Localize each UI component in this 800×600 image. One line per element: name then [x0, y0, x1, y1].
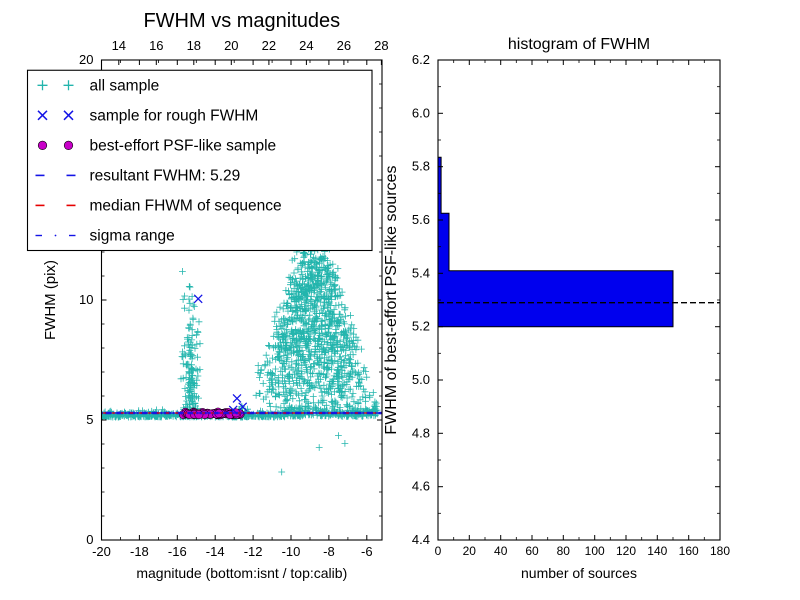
svg-text:sigma range: sigma range — [90, 228, 175, 245]
svg-text:-12: -12 — [244, 544, 263, 559]
svg-text:20: 20 — [79, 52, 93, 67]
svg-text:22: 22 — [262, 38, 276, 53]
svg-text:24: 24 — [299, 38, 313, 53]
svg-text:FWHM of best-effort PSF-like s: FWHM of best-effort PSF-like sources — [383, 165, 400, 434]
svg-text:26: 26 — [337, 38, 351, 53]
svg-text:160: 160 — [679, 544, 699, 558]
svg-text:6.0: 6.0 — [412, 105, 430, 120]
svg-text:median FHWM of sequence: median FHWM of sequence — [90, 197, 282, 214]
svg-text:4.4: 4.4 — [412, 532, 430, 547]
svg-text:60: 60 — [525, 544, 539, 558]
svg-text:5.6: 5.6 — [412, 212, 430, 227]
svg-text:-16: -16 — [168, 544, 187, 559]
svg-text:all sample: all sample — [90, 77, 160, 94]
svg-text:histogram of FWHM: histogram of FWHM — [508, 36, 650, 53]
svg-text:4.8: 4.8 — [412, 425, 430, 440]
svg-text:0: 0 — [435, 544, 442, 558]
svg-text:-18: -18 — [130, 544, 149, 559]
svg-text:100: 100 — [585, 544, 605, 558]
svg-text:20: 20 — [224, 38, 238, 53]
svg-text:10: 10 — [79, 292, 93, 307]
svg-text:14: 14 — [112, 38, 126, 53]
svg-text:-14: -14 — [206, 544, 225, 559]
svg-text:-10: -10 — [282, 544, 301, 559]
svg-text:18: 18 — [187, 38, 201, 53]
svg-text:80: 80 — [557, 544, 571, 558]
svg-text:5.0: 5.0 — [412, 372, 430, 387]
svg-text:40: 40 — [494, 544, 508, 558]
svg-text:magnitude (bottom:isnt / top:c: magnitude (bottom:isnt / top:calib) — [136, 565, 347, 581]
svg-text:5.8: 5.8 — [412, 159, 430, 174]
svg-text:28: 28 — [374, 38, 388, 53]
svg-text:16: 16 — [149, 38, 163, 53]
svg-text:20: 20 — [463, 544, 477, 558]
svg-text:180: 180 — [710, 544, 730, 558]
svg-text:FWHM (pix): FWHM (pix) — [42, 260, 59, 340]
svg-text:-20: -20 — [92, 544, 111, 559]
svg-text:4.6: 4.6 — [412, 479, 430, 494]
svg-text:sample for rough FWHM: sample for rough FWHM — [90, 107, 259, 124]
svg-text:best-effort PSF-like sample: best-effort PSF-like sample — [90, 137, 277, 154]
svg-text:number of sources: number of sources — [521, 565, 637, 581]
svg-text:resultant FWHM: 5.29: resultant FWHM: 5.29 — [90, 167, 241, 184]
svg-text:140: 140 — [647, 544, 667, 558]
svg-text:5.4: 5.4 — [412, 265, 430, 280]
svg-text:5: 5 — [86, 412, 93, 427]
svg-text:-8: -8 — [323, 544, 335, 559]
svg-text:FWHM vs magnitudes: FWHM vs magnitudes — [143, 10, 340, 32]
svg-text:120: 120 — [616, 544, 636, 558]
svg-text:-6: -6 — [361, 544, 373, 559]
svg-text:6.2: 6.2 — [412, 52, 430, 67]
svg-text:5.2: 5.2 — [412, 319, 430, 334]
